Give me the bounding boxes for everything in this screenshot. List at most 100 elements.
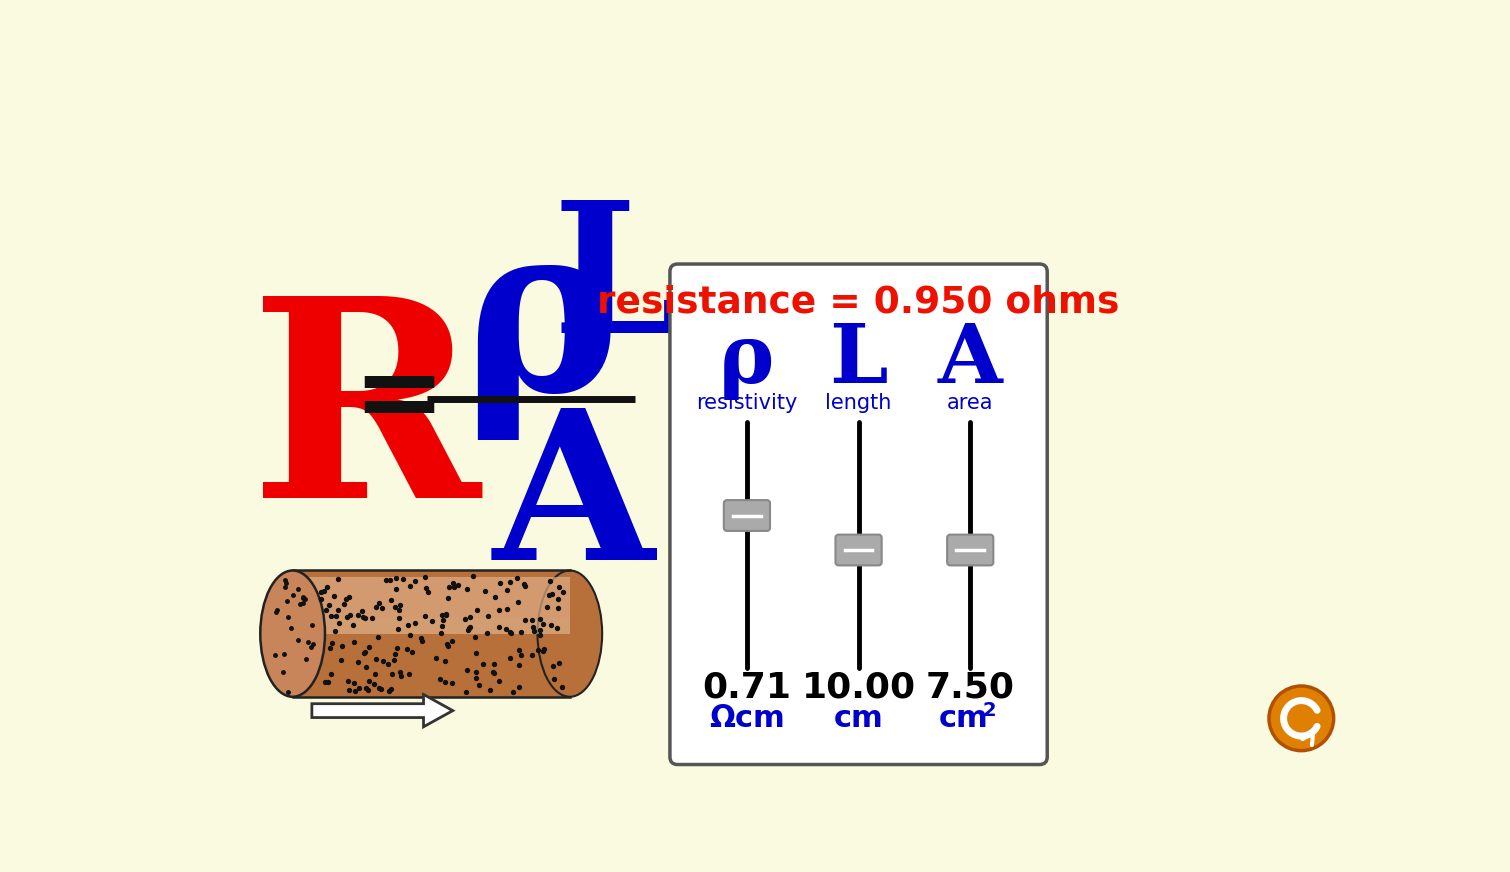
- Point: [415, 585, 439, 599]
- Point: [482, 657, 506, 671]
- Point: [310, 591, 334, 605]
- Point: [436, 591, 461, 605]
- Text: cm: cm: [834, 704, 883, 732]
- Point: [332, 597, 356, 611]
- Ellipse shape: [260, 570, 325, 697]
- Point: [535, 600, 559, 614]
- Point: [464, 665, 488, 679]
- Point: [326, 572, 350, 586]
- Point: [528, 623, 553, 637]
- Point: [458, 620, 482, 634]
- Point: [495, 583, 519, 597]
- Point: [376, 685, 400, 698]
- Point: [433, 654, 458, 668]
- Point: [433, 675, 458, 689]
- Point: [420, 614, 444, 628]
- Point: [326, 603, 350, 617]
- Point: [519, 648, 544, 662]
- Point: [464, 646, 488, 660]
- Point: [353, 660, 378, 674]
- Point: [384, 582, 408, 596]
- Point: [436, 580, 461, 594]
- Point: [512, 577, 536, 591]
- Point: [461, 569, 485, 582]
- Point: [379, 667, 403, 681]
- Point: [441, 576, 465, 589]
- Point: [337, 674, 361, 688]
- Point: [367, 596, 391, 610]
- Point: [473, 584, 497, 598]
- Text: resistance = 0.950 ohms: resistance = 0.950 ohms: [598, 284, 1120, 321]
- FancyBboxPatch shape: [670, 264, 1048, 765]
- Text: cm: cm: [939, 704, 989, 732]
- Point: [550, 680, 574, 694]
- Point: [430, 608, 455, 622]
- Point: [343, 685, 367, 698]
- Text: 0.71: 0.71: [702, 671, 791, 705]
- Point: [527, 612, 551, 626]
- Point: [388, 665, 412, 679]
- Text: 7.50: 7.50: [926, 671, 1015, 705]
- Point: [376, 657, 400, 671]
- Point: [356, 640, 381, 654]
- Point: [536, 589, 560, 603]
- Point: [350, 610, 374, 623]
- Point: [335, 610, 359, 624]
- Point: [424, 651, 448, 665]
- Point: [403, 617, 427, 630]
- Point: [370, 601, 394, 615]
- Point: [367, 681, 391, 695]
- Point: [467, 678, 491, 691]
- Point: [541, 587, 565, 601]
- Point: [390, 670, 414, 684]
- Point: [317, 598, 341, 612]
- Point: [314, 603, 338, 617]
- Point: [310, 585, 334, 599]
- Point: [347, 682, 371, 696]
- Point: [320, 637, 344, 651]
- Text: L: L: [829, 320, 888, 400]
- Point: [387, 622, 411, 636]
- Point: [494, 622, 518, 636]
- Point: [528, 628, 553, 642]
- Point: [359, 611, 384, 625]
- Point: [319, 667, 343, 681]
- Point: [388, 598, 412, 612]
- Point: [545, 602, 569, 616]
- Point: [352, 646, 376, 660]
- Text: resistivity: resistivity: [696, 392, 797, 412]
- Point: [329, 638, 353, 652]
- Point: [319, 610, 343, 623]
- Point: [455, 663, 479, 677]
- Point: [412, 609, 436, 623]
- Point: [411, 634, 435, 648]
- FancyArrow shape: [313, 694, 453, 726]
- Point: [429, 626, 453, 640]
- Point: [488, 576, 512, 590]
- Text: length: length: [826, 392, 892, 412]
- Point: [506, 680, 530, 694]
- Point: [435, 607, 459, 621]
- Point: [455, 582, 479, 596]
- Circle shape: [1268, 686, 1333, 751]
- Point: [547, 580, 571, 594]
- Point: [482, 666, 506, 680]
- Point: [509, 624, 533, 638]
- Point: [507, 644, 532, 657]
- Point: [316, 581, 340, 595]
- Point: [456, 623, 480, 637]
- Point: [337, 683, 361, 697]
- Point: [539, 617, 563, 631]
- Point: [371, 655, 396, 669]
- Point: [378, 573, 402, 587]
- Point: [486, 674, 510, 688]
- Point: [356, 683, 381, 697]
- Point: [349, 604, 373, 618]
- Point: [391, 572, 415, 586]
- Point: [506, 595, 530, 609]
- Point: [323, 609, 347, 623]
- Point: [382, 600, 406, 614]
- Point: [364, 652, 388, 666]
- Point: [341, 676, 365, 690]
- Point: [488, 603, 512, 617]
